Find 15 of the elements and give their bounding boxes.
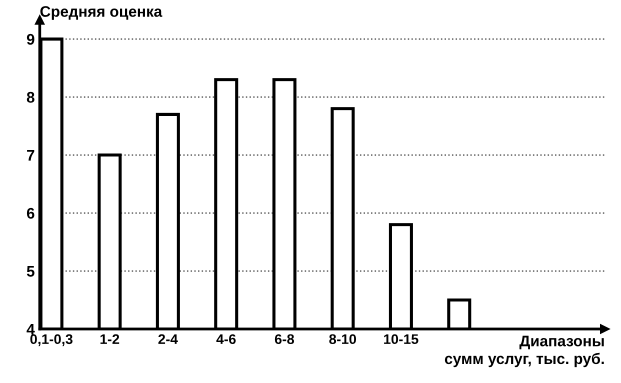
y-tick-label: 5 bbox=[26, 266, 34, 277]
x-tick-label: 0,1-0,3 bbox=[30, 334, 73, 346]
x-tick-label: 2-4 bbox=[158, 334, 178, 344]
y-tick-label: 7 bbox=[27, 150, 34, 161]
x-tick-label: 8-10 bbox=[329, 334, 356, 344]
x-axis-title: Диапазоны сумм услуг, тыс. руб. bbox=[444, 336, 604, 368]
y-tick-label: 6 bbox=[26, 208, 34, 219]
y-tick-label: 8 bbox=[26, 92, 34, 103]
y-axis-title: Средняя оценка bbox=[40, 6, 162, 20]
x-tick-label: 10-15 bbox=[384, 334, 418, 344]
x-tick-label: 4-6 bbox=[216, 334, 236, 344]
x-tick-label: 6-8 bbox=[274, 334, 294, 344]
y-tick-label: 4 bbox=[26, 324, 35, 335]
y-tick-label: 9 bbox=[26, 34, 34, 45]
x-tick-label: 1-2 bbox=[100, 334, 120, 344]
